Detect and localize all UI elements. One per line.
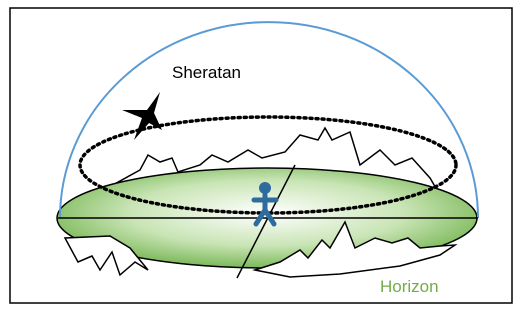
star-label: Sheratan [172,63,241,82]
horizon-label: Horizon [380,277,439,296]
diagram: Sheratan Horizon [0,0,522,311]
